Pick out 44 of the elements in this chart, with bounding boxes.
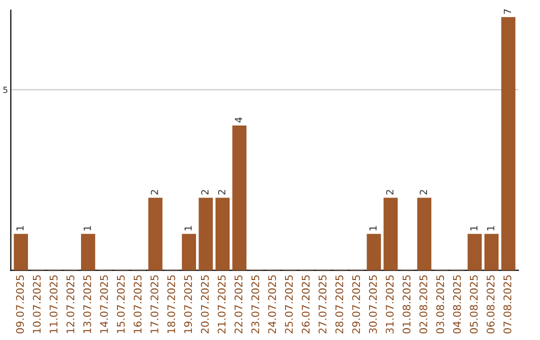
x-tick-label: 16.07.2025 — [134, 275, 142, 333]
x-tick-label: 05.08.2025 — [470, 275, 478, 334]
x-tick-label: 10.07.2025 — [32, 275, 41, 333]
x-tick-label: 28.07.2025 — [335, 275, 344, 334]
x-tick-label: 25.07.2025 — [284, 275, 293, 334]
x-tick-label: 09.07.2025 — [16, 275, 24, 334]
data-label: 1 — [487, 226, 494, 230]
x-tick-label: 30.07.2025 — [368, 275, 377, 334]
data-label: 1 — [184, 226, 192, 230]
data-label: 2 — [201, 190, 208, 195]
y-tick-label: 5 — [3, 86, 8, 93]
x-tick-label: 27.07.2025 — [318, 275, 326, 334]
x-tick-label: 11.07.2025 — [50, 275, 58, 333]
data-label: 2 — [386, 190, 394, 195]
x-tick-label: 15.07.2025 — [116, 275, 125, 333]
data-label: 2 — [420, 190, 427, 195]
x-tick-label: 12.07.2025 — [66, 275, 74, 333]
data-label: 1 — [16, 226, 24, 230]
x-tick-label: 18.07.2025 — [167, 275, 176, 333]
x-tick-label: 04.08.2025 — [453, 275, 461, 334]
data-label: 2 — [218, 190, 226, 195]
x-tick-label: 29.07.2025 — [352, 275, 360, 334]
x-tick-label: 20.07.2025 — [200, 275, 209, 334]
x-tick-label: 02.08.2025 — [419, 275, 428, 334]
x-tick-label: 03.08.2025 — [436, 275, 444, 334]
x-tick-label: 14.07.2025 — [100, 275, 108, 333]
data-label: 7 — [504, 9, 511, 14]
x-tick-label: 24.07.2025 — [268, 275, 276, 334]
x-tick-label: 07.08.2025 — [503, 275, 512, 334]
data-label: 1 — [84, 226, 91, 230]
x-tick-label: 13.07.2025 — [83, 275, 92, 333]
x-tick-label: 19.07.2025 — [184, 275, 192, 333]
x-tick-label: 17.07.2025 — [150, 275, 158, 333]
x-tick-label: 31.07.2025 — [386, 275, 394, 334]
x-tick-label: 21.07.2025 — [218, 275, 226, 334]
data-label: 1 — [470, 226, 478, 230]
x-tick-label: 06.08.2025 — [486, 275, 495, 334]
x-tick-label: 22.07.2025 — [234, 275, 242, 334]
x-tick-label: 23.07.2025 — [251, 275, 260, 334]
x-tick-label: 26.07.2025 — [302, 275, 310, 334]
data-label: 1 — [369, 226, 377, 230]
data-label: 4 — [234, 117, 242, 123]
data-label: 2 — [150, 190, 158, 195]
x-tick-label: 01.08.2025 — [402, 275, 410, 334]
